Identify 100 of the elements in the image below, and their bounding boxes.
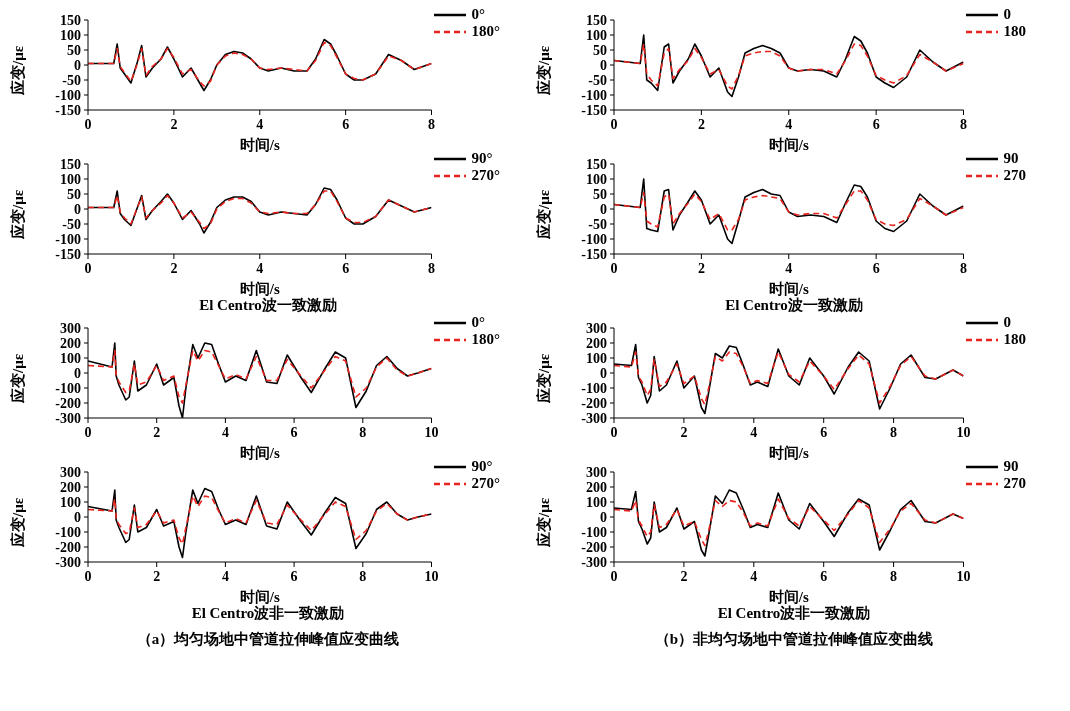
x-axis-title: 时间/s — [239, 589, 280, 605]
line-series — [88, 349, 432, 404]
y-axis-title: 应变/με — [535, 497, 553, 548]
x-tick-label: 8 — [359, 568, 367, 584]
y-tick-label: 50 — [593, 186, 607, 202]
y-tick-label: 100 — [586, 171, 607, 187]
x-tick-label: 0 — [84, 424, 92, 440]
y-tick-label: 100 — [586, 350, 607, 366]
y-tick-label: -150 — [55, 102, 81, 118]
legend-label: 0 — [1003, 6, 1011, 23]
y-tick-label: 0 — [600, 57, 607, 73]
y-tick-label: 0 — [600, 201, 607, 217]
legend-label: 0° — [471, 314, 485, 331]
y-axis-title: 应变/με — [9, 45, 27, 96]
y-tick-label: -100 — [55, 524, 81, 540]
y-tick-label: 300 — [60, 464, 81, 480]
legend-label: 180 — [1003, 331, 1026, 348]
legend-label: 180° — [471, 23, 500, 40]
x-tick-label: 10 — [424, 424, 439, 440]
y-tick-label: 100 — [60, 171, 81, 187]
y-tick-label: -100 — [55, 87, 81, 103]
x-tick-label: 4 — [256, 260, 264, 276]
y-tick-label: -300 — [581, 410, 607, 426]
y-tick-label: 150 — [60, 156, 81, 172]
legend-label: 90° — [471, 458, 493, 475]
x-tick-label: 2 — [697, 116, 705, 132]
y-axis-title: 应变/με — [9, 497, 27, 548]
line-series — [614, 351, 964, 406]
x-tick-label: 0 — [610, 260, 618, 276]
text: El Centro波非一致激励 — [190, 605, 346, 622]
y-axis-title: 应变/με — [9, 189, 27, 240]
x-tick-label: 8 — [890, 568, 898, 584]
y-tick-label: -100 — [581, 524, 607, 540]
line-series — [614, 43, 964, 90]
y-tick-label: 100 — [586, 27, 607, 43]
y-tick-label: 100 — [60, 494, 81, 510]
y-tick-label: -300 — [581, 554, 607, 570]
x-axis-title: 时间/s — [239, 445, 280, 461]
y-tick-label: -50 — [62, 216, 81, 232]
x-tick-label: 6 — [872, 260, 880, 276]
y-tick-label: 300 — [60, 320, 81, 336]
x-tick-label: 10 — [956, 424, 971, 440]
y-tick-label: -300 — [55, 554, 81, 570]
x-tick-label: 2 — [170, 260, 178, 276]
x-tick-label: 8 — [960, 260, 967, 276]
y-axis-title: 应变/με — [535, 189, 553, 240]
x-tick-label: 8 — [428, 116, 435, 132]
x-tick-label: 6 — [290, 424, 298, 440]
y-tick-label: -100 — [581, 87, 607, 103]
x-axis-title: 时间/s — [768, 589, 809, 605]
x-tick-label: 6 — [820, 568, 828, 584]
y-tick-label: 0 — [600, 509, 607, 525]
y-tick-label: 50 — [67, 186, 81, 202]
y-axis-title: 应变/με — [9, 353, 27, 404]
x-tick-label: 0 — [84, 260, 92, 276]
y-tick-label: -300 — [55, 410, 81, 426]
y-tick-label: -150 — [581, 246, 607, 262]
y-tick-label: -150 — [55, 246, 81, 262]
y-tick-label: -200 — [581, 539, 607, 555]
x-tick-label: 0 — [84, 116, 92, 132]
x-tick-label: 0 — [610, 568, 618, 584]
x-tick-label: 6 — [820, 424, 828, 440]
y-tick-label: -200 — [581, 395, 607, 411]
legend-label: 270 — [1003, 167, 1026, 184]
x-tick-label: 2 — [680, 568, 688, 584]
line-series — [614, 498, 964, 547]
y-tick-label: 0 — [74, 509, 81, 525]
y-axis-title: 应变/με — [535, 353, 553, 404]
x-axis-title: 时间/s — [768, 445, 809, 461]
y-tick-label: 150 — [586, 156, 607, 172]
legend-label: 180 — [1003, 23, 1026, 40]
y-tick-label: -50 — [588, 72, 607, 88]
y-tick-label: -100 — [581, 380, 607, 396]
y-tick-label: -100 — [581, 231, 607, 247]
x-tick-label: 2 — [170, 116, 178, 132]
x-tick-label: 0 — [610, 424, 618, 440]
x-tick-label: 8 — [428, 260, 435, 276]
y-tick-label: 50 — [67, 42, 81, 58]
x-tick-label: 4 — [785, 260, 793, 276]
y-tick-label: 300 — [586, 320, 607, 336]
x-tick-label: 10 — [424, 568, 439, 584]
x-axis-title: 时间/s — [768, 137, 809, 153]
legend-label: 180° — [471, 331, 500, 348]
x-tick-label: 4 — [256, 116, 264, 132]
y-tick-label: 0 — [600, 365, 607, 381]
legend-label: 270 — [1003, 475, 1026, 492]
y-tick-label: -150 — [581, 102, 607, 118]
y-tick-label: 100 — [60, 350, 81, 366]
y-tick-label: 0 — [74, 365, 81, 381]
x-tick-label: 6 — [872, 116, 880, 132]
x-tick-label: 4 — [221, 568, 229, 584]
x-tick-label: 6 — [342, 116, 350, 132]
legend-label: 90° — [471, 150, 493, 167]
x-tick-label: 4 — [750, 424, 758, 440]
x-axis-title: 时间/s — [239, 137, 280, 153]
y-tick-label: -100 — [55, 231, 81, 247]
x-axis-title: 时间/s — [239, 281, 280, 297]
x-tick-label: 0 — [610, 116, 618, 132]
line-series — [614, 190, 964, 231]
y-tick-label: -50 — [588, 216, 607, 232]
